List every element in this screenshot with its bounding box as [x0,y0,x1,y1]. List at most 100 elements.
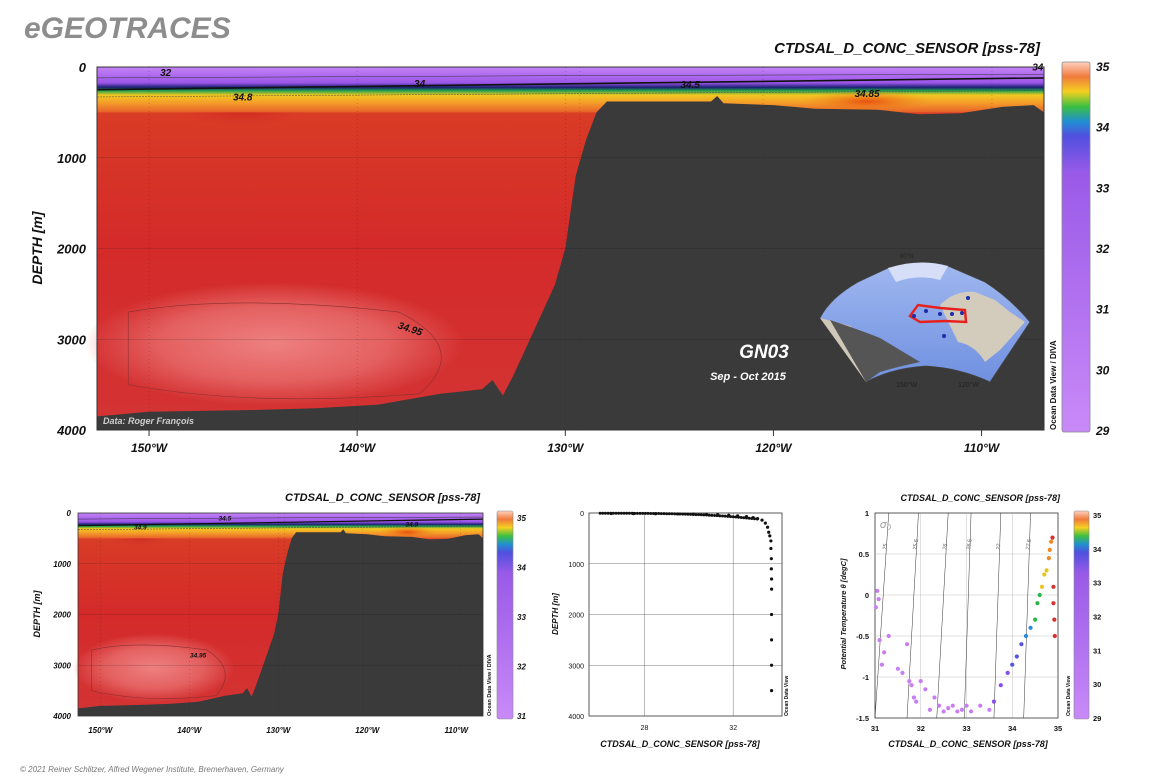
profile-point [653,512,658,516]
profile-point [667,512,671,516]
profile-point [641,511,645,515]
main-lon-tick: 150°W [131,441,169,455]
ts-y-tick: -0.5 [856,632,869,641]
profile-point [765,525,770,529]
main-depth-tick: 4000 [56,423,87,438]
ts-sigma-label: σ₀ [880,519,892,531]
profile-depth-tick: 0 [580,511,584,518]
ts-isopycnal-label: 27 [996,543,1003,550]
ts-point [932,695,937,700]
ts-point [964,703,969,708]
inset-label-lat: 80°N [900,254,913,260]
profile-xlabel: CTDSAL_D_CONC_SENSOR [pss-78] [600,739,761,749]
contour-label: 32 [160,68,172,79]
orange-core-east [378,526,436,539]
small-plot-frame [77,512,484,717]
ts-point [950,703,955,708]
profile-point [635,511,639,515]
main-depth-axis: 0 1000 2000 3000 4000 [56,60,87,438]
profile-grid [589,513,782,717]
ts-point [1051,601,1056,606]
ts-point [1023,633,1029,639]
profile-point [727,513,731,517]
ts-isopycnals: 25 25.5 26 26.5 27 27.5 [874,512,1033,719]
main-colorbar-tick: 32 [1096,242,1110,256]
profile-point [716,513,720,517]
main-section-plot: CTDSAL_D_CONC_SENSOR [pss-78] 32 34 34.5 34… [29,40,1110,455]
ts-x-tick: 35 [1054,724,1062,733]
ts-point [886,633,891,639]
small-depth-tick: 4000 [52,712,71,721]
main-colorbar-tick: 35 [1096,60,1110,74]
bathymetry-land [97,96,1044,430]
profile-plot: 0 1000 2000 3000 4000 28 32 CTDSAL_D_CONC_SEN… [551,511,790,749]
small-lon-tick: 120°W [355,726,381,735]
main-longitude-axis: 150°W 140°W 130°W 120°W 110°W [131,430,1001,455]
ts-point [959,707,965,712]
contour-34-5 [96,90,1045,98]
small-depth-tick: 1000 [53,560,71,569]
contour-34-5 [77,525,484,530]
orange-core-east [800,90,934,113]
main-depth-tick: 0 [79,60,87,75]
profile-point [619,511,623,515]
small-depth-tick: 3000 [53,661,71,670]
bathymetry-land [78,529,483,716]
profile-point [631,512,635,516]
profile-point [710,513,714,517]
ts-point [1005,670,1010,676]
main-depth-tick: 1000 [57,151,87,166]
ts-point [987,707,992,712]
ts-point [991,699,997,704]
small-colorbar-tick: 34 [517,564,526,573]
profile-point [704,512,709,517]
ts-ylabel: Potential Temperature θ [degC] [839,558,848,670]
profile-point [721,514,725,518]
main-lon-tick: 140°W [339,441,377,455]
small-section-body: 34.9 34.5 34.9 34.95 [72,513,484,716]
ts-isopycnal-label: 26.5 [966,539,974,551]
profile-point [676,512,680,516]
profile-point [769,663,774,667]
contour-label: 34.85 [855,89,880,100]
small-contour-label: 34.5 [219,516,232,523]
main-data-credit: Data: Roger François [103,416,194,426]
ts-y-tick: -1.5 [856,714,869,723]
ts-isopycnal-line [993,512,1002,719]
ts-point [923,687,928,692]
profile-point [713,513,717,517]
profile-point [767,530,771,534]
ts-point [955,709,960,714]
ts-x-tick: 34 [1008,724,1017,733]
ts-colorbar-tick: 31 [1093,646,1101,655]
ts-x-tick: 32 [917,724,925,733]
ts-point [918,679,923,684]
profile-point [731,515,735,519]
ts-point [1028,625,1033,630]
small-section-plot: CTDSAL_D_CONC_SENSOR [pss-78] 34.934.534… [32,492,526,735]
profile-point [681,512,685,516]
profile-point [657,512,661,516]
main-ylabel: DEPTH [m] [29,210,45,284]
profile-ylabel: DEPTH [m] [551,593,560,635]
ts-point [914,699,919,704]
profile-point [760,518,764,522]
profile-point [646,511,650,515]
ts-xlabel: CTDSAL_D_CONC_SENSOR [pss-78] [888,739,1049,749]
ts-plot: CTDSAL_D_CONC_SENSOR [pss-78] 25 25.5 26 26… [839,493,1102,749]
cruise-name: GN03 [739,342,789,363]
profile-point [769,587,774,591]
ts-point [876,597,881,602]
profile-point [768,534,772,538]
profile-point [683,512,687,516]
ts-point [1037,592,1042,598]
small-colorbar-ticks: 35 34 33 32 31 [517,514,526,721]
low-salinity-core [84,282,464,406]
profile-point [694,513,698,517]
profile-point [702,513,706,517]
contour-34-95 [127,302,442,400]
main-colorbar-tick: 34 [1096,121,1110,135]
contour-label: 34.8 [233,93,253,104]
